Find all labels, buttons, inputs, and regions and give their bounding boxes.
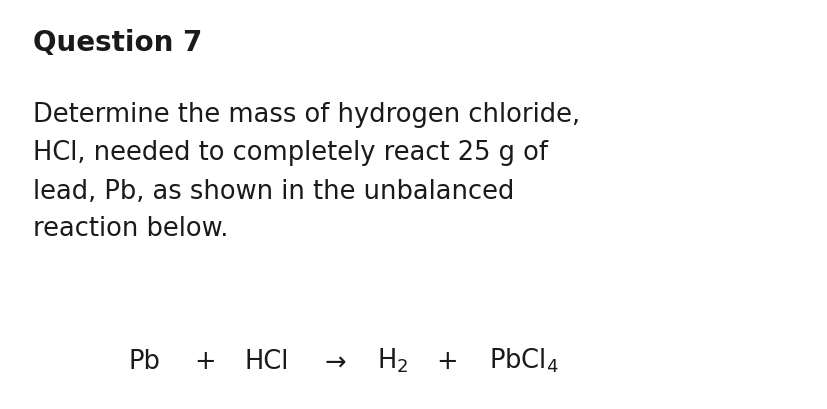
- Text: PbCl$_4$: PbCl$_4$: [488, 346, 557, 375]
- Text: Determine the mass of hydrogen chloride,
HCl, needed to completely react 25 g of: Determine the mass of hydrogen chloride,…: [33, 102, 580, 242]
- Text: H$_2$: H$_2$: [376, 346, 408, 375]
- Text: Question 7: Question 7: [33, 29, 203, 56]
- Text: +: +: [194, 348, 216, 374]
- Text: +: +: [436, 348, 457, 374]
- Text: $\rightarrow$: $\rightarrow$: [318, 348, 346, 374]
- Text: Pb: Pb: [128, 348, 160, 374]
- Text: HCl: HCl: [244, 348, 289, 374]
